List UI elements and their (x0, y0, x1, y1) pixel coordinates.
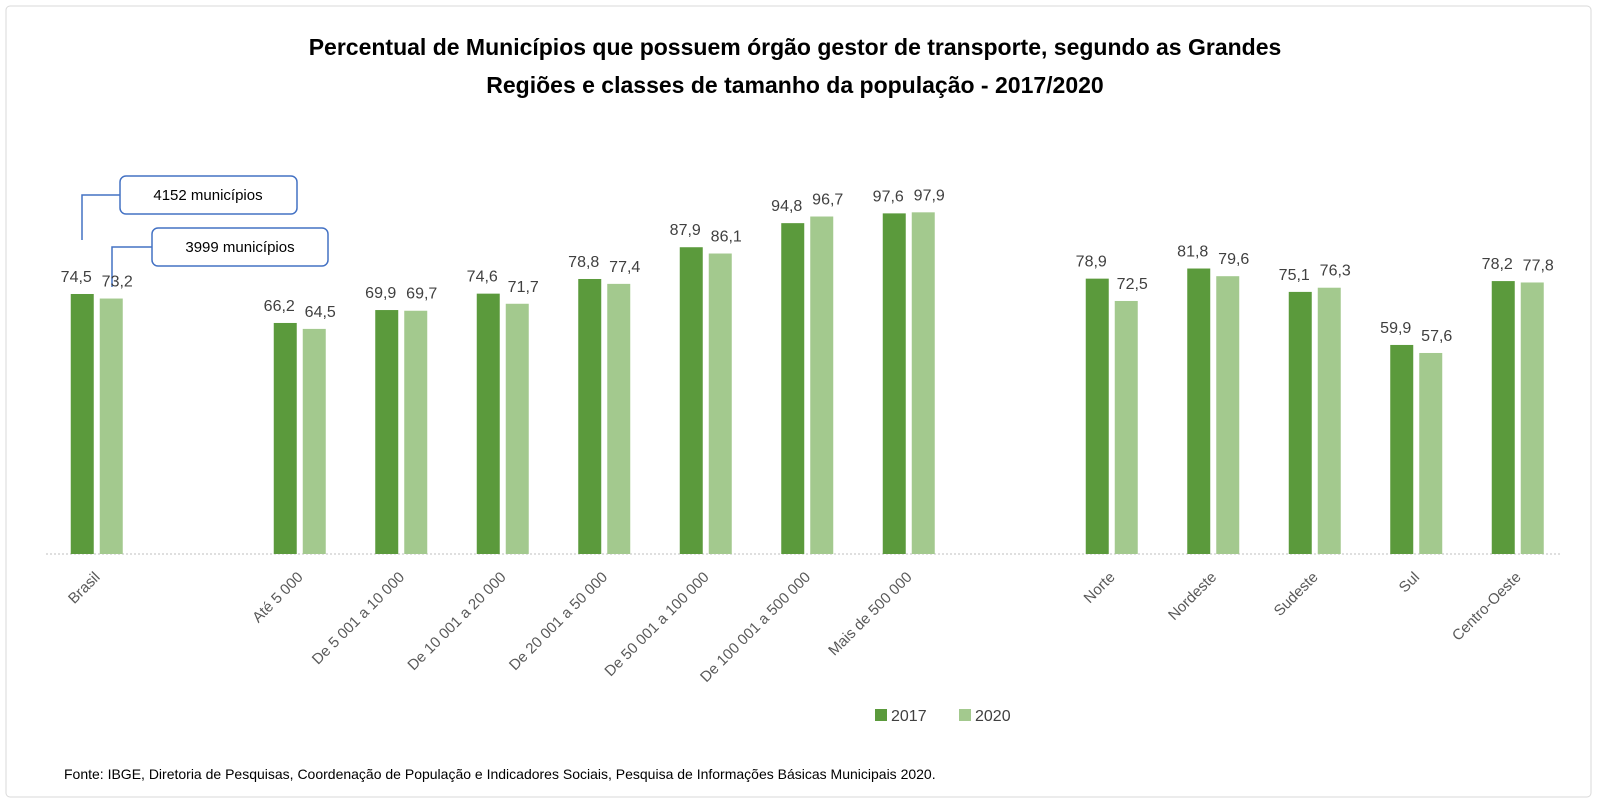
bar (578, 278, 602, 554)
bar (1390, 344, 1414, 554)
bar (70, 293, 94, 554)
data-label: 64,5 (305, 304, 336, 321)
bar (1520, 282, 1544, 554)
bar (99, 298, 123, 554)
data-label: 96,7 (812, 192, 843, 209)
annotation: 3999 municípios (185, 239, 294, 256)
source: Fonte: IBGE, Diretoria de Pesquisas, Coo… (64, 766, 936, 782)
bar (607, 283, 631, 554)
bar (810, 216, 834, 554)
bar (1317, 287, 1341, 554)
callout-line (111, 246, 152, 287)
callout-box (119, 175, 298, 215)
data-label: 87,9 (670, 222, 701, 239)
annotation: 4152 municípios (153, 187, 262, 204)
bar (476, 293, 500, 554)
data-label: 86,1 (711, 229, 742, 246)
data-label: 74,6 (467, 269, 498, 286)
bar (781, 223, 805, 554)
data-label: 59,9 (1380, 320, 1411, 337)
data-label: 73,2 (102, 274, 133, 291)
bar (404, 310, 428, 554)
bar (1114, 300, 1138, 554)
data-label: 78,2 (1482, 256, 1513, 273)
data-label: 76,3 (1320, 263, 1351, 280)
data-label: 69,9 (365, 285, 396, 302)
bar (679, 247, 703, 554)
bar (911, 212, 935, 555)
chart-title: Percentual de Municípios que possuem órg… (309, 34, 1282, 60)
data-label: 77,4 (609, 259, 640, 276)
data-label: 78,8 (568, 254, 599, 271)
bar (882, 213, 906, 554)
bar (1288, 291, 1312, 554)
bar (1085, 278, 1109, 554)
data-label: 57,6 (1421, 328, 1452, 345)
chart-title-line2: Regiões e classes de tamanho da populaçã… (486, 72, 1103, 98)
bar (1187, 268, 1211, 554)
legend-swatch (959, 709, 971, 721)
data-label: 66,2 (264, 298, 295, 315)
callout-box (151, 227, 329, 267)
callout-line (81, 194, 120, 240)
legend-label: 2017 (891, 708, 927, 725)
bar (1216, 276, 1240, 554)
data-label: 77,8 (1523, 257, 1554, 274)
data-label: 71,7 (508, 279, 539, 296)
bar (302, 328, 326, 554)
bar (708, 253, 732, 555)
data-label: 69,7 (406, 286, 437, 303)
bar (273, 322, 297, 554)
data-label: 74,5 (61, 269, 92, 286)
bar (1491, 281, 1515, 554)
legend-label: 2020 (975, 708, 1011, 725)
bar (375, 310, 399, 554)
data-label: 94,8 (771, 198, 802, 215)
data-label: 79,6 (1218, 251, 1249, 268)
legend-swatch (875, 709, 887, 721)
bar (1419, 352, 1443, 554)
data-label: 97,6 (873, 188, 904, 205)
data-label: 81,8 (1177, 244, 1208, 261)
data-label: 97,9 (914, 187, 945, 204)
data-label: 78,9 (1076, 254, 1107, 271)
data-label: 72,5 (1117, 276, 1148, 293)
bar (505, 303, 529, 554)
data-label: 75,1 (1279, 267, 1310, 284)
